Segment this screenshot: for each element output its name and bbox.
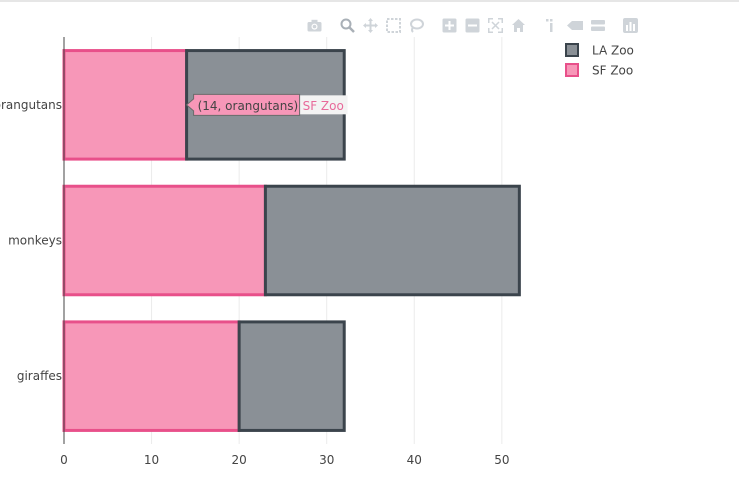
x-tick-label: 10 <box>144 453 159 467</box>
top-border <box>0 0 739 2</box>
axes: 0 10 20 30 40 50 giraffes monkeys orangutans <box>0 37 509 467</box>
hover-closest-icon[interactable] <box>563 15 586 35</box>
zoom-in-icon[interactable] <box>438 15 461 35</box>
legend[interactable]: LA Zoo SF Zoo <box>565 43 634 78</box>
x-tick-label: 20 <box>231 453 246 467</box>
hover-name-box <box>297 95 348 115</box>
toggle-spike-lines-icon[interactable] <box>540 15 563 35</box>
y-tick-label: monkeys <box>8 234 62 248</box>
pan-icon[interactable] <box>359 15 382 35</box>
zoom-icon[interactable] <box>336 15 359 35</box>
x-tick-label: 40 <box>407 453 422 467</box>
hover-label-text: (14, orangutans) <box>198 99 299 113</box>
legend-swatch[interactable] <box>565 63 579 77</box>
bar-sf-zoo-orangutans[interactable] <box>62 49 189 161</box>
hover-compare-icon[interactable] <box>586 15 609 35</box>
camera-icon[interactable] <box>303 15 326 35</box>
hover-tooltip: SF Zoo (14, orangutans) <box>185 93 348 116</box>
lasso-select-icon[interactable] <box>405 15 428 35</box>
legend-label[interactable]: LA Zoo <box>592 44 634 58</box>
reset-axes-icon[interactable] <box>507 15 530 35</box>
hover-name: SF Zoo <box>303 99 344 113</box>
hover-label-box <box>185 93 301 116</box>
y-tick-label: giraffes <box>17 369 62 383</box>
x-tick-label: 50 <box>494 453 509 467</box>
x-tick-label: 0 <box>60 453 68 467</box>
bar-sf-zoo-monkeys[interactable] <box>62 184 267 297</box>
plotly-logo-icon[interactable] <box>619 15 642 35</box>
bar-sf-zoo-giraffes[interactable] <box>62 320 241 432</box>
zoom-out-icon[interactable] <box>461 15 484 35</box>
legend-swatch[interactable] <box>565 43 579 57</box>
bar-la-zoo-giraffes[interactable] <box>237 320 346 432</box>
modebar[interactable] <box>303 15 642 35</box>
x-tick-label: 30 <box>319 453 334 467</box>
y-tick-label: orangutans <box>0 98 62 112</box>
legend-label[interactable]: SF Zoo <box>592 64 633 78</box>
bars[interactable] <box>62 49 521 432</box>
bar-la-zoo-monkeys[interactable] <box>263 184 521 297</box>
box-select-icon[interactable] <box>382 15 405 35</box>
autoscale-icon[interactable] <box>484 15 507 35</box>
